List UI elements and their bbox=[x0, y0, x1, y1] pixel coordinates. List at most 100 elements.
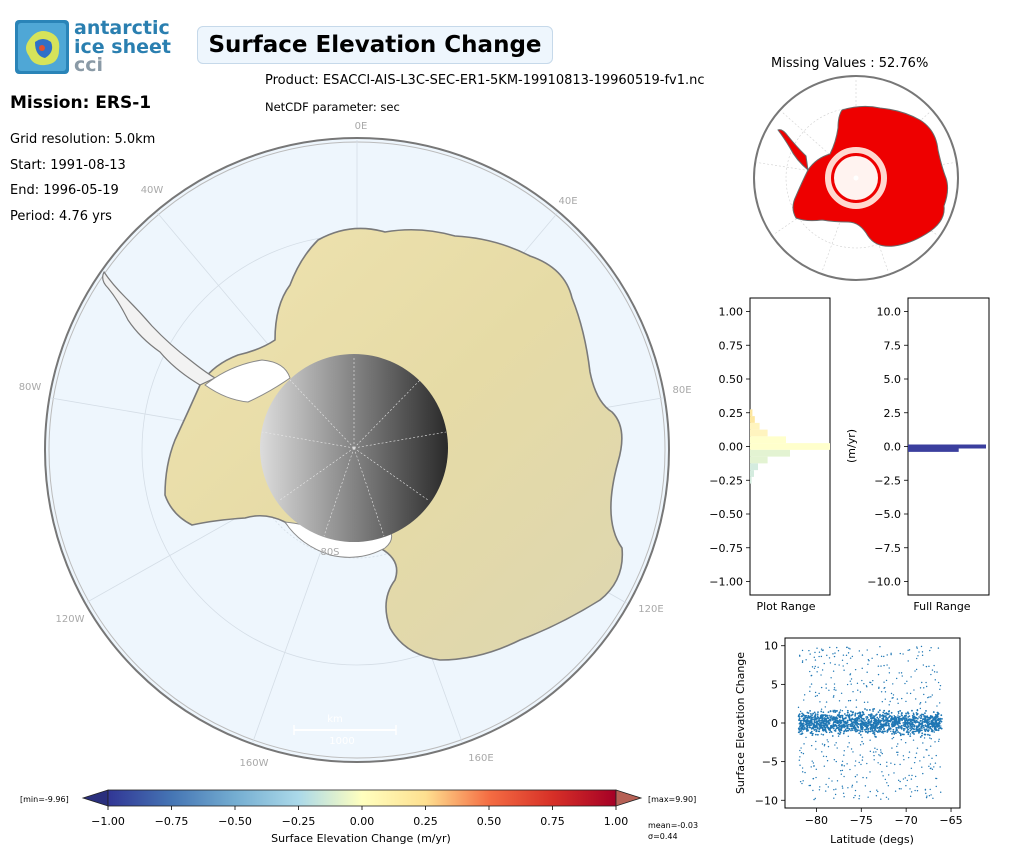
scatter-point bbox=[811, 722, 814, 725]
scatter-point bbox=[932, 717, 935, 720]
scatter-point bbox=[837, 721, 840, 724]
scatter-point bbox=[854, 720, 857, 723]
scatter-point bbox=[893, 772, 895, 774]
scatter-point bbox=[827, 745, 830, 748]
scatter-point bbox=[869, 715, 872, 718]
scatter-point bbox=[933, 731, 935, 733]
scatter-point bbox=[935, 754, 937, 757]
scatter-point bbox=[914, 725, 916, 727]
scatter-point bbox=[907, 725, 909, 727]
scatter-point bbox=[869, 717, 872, 720]
scatter-point bbox=[830, 717, 833, 719]
scatter-point bbox=[912, 739, 915, 741]
scatter-point bbox=[909, 729, 912, 732]
scatter-point bbox=[834, 730, 837, 732]
scatter-point bbox=[902, 778, 905, 780]
scatter-point bbox=[933, 671, 936, 673]
scatter-point bbox=[921, 720, 924, 722]
y-tick-label: 5.0 bbox=[884, 373, 902, 386]
scatter-point bbox=[914, 717, 916, 720]
scatter-point bbox=[887, 774, 890, 776]
scatter-point bbox=[843, 775, 845, 778]
scatter-point bbox=[846, 683, 849, 686]
scatter-point bbox=[856, 682, 859, 685]
scatter-point bbox=[842, 654, 845, 656]
logo-line-1: antarctic bbox=[74, 17, 170, 39]
scatter-point bbox=[835, 725, 838, 728]
scatter-point bbox=[808, 724, 811, 727]
page-title: Surface Elevation Change bbox=[197, 26, 553, 64]
colorbar-tick-label: −0.75 bbox=[155, 815, 189, 828]
scatter-point bbox=[898, 732, 901, 734]
scatter-point bbox=[814, 733, 817, 736]
scatter-point bbox=[906, 680, 908, 682]
scatter-point bbox=[856, 721, 859, 724]
scatter-point bbox=[812, 716, 814, 719]
scatter-point bbox=[909, 735, 912, 738]
scatter-point bbox=[918, 651, 920, 653]
scatter-point bbox=[902, 717, 904, 720]
scatter-point bbox=[884, 698, 886, 700]
scatter-point bbox=[902, 722, 905, 724]
scatter-point bbox=[928, 765, 930, 768]
scatter-point bbox=[900, 788, 902, 790]
scatter-point bbox=[831, 735, 834, 737]
scatter-point bbox=[818, 724, 821, 727]
scatter-point bbox=[919, 707, 922, 710]
scatter-point bbox=[813, 656, 815, 658]
scatter-point bbox=[934, 741, 936, 743]
scatter-point bbox=[881, 719, 883, 722]
scatter-point bbox=[919, 720, 922, 722]
scatter-point bbox=[933, 664, 935, 667]
scatter-point bbox=[872, 710, 874, 712]
scatter-point bbox=[821, 669, 824, 671]
scatter-point bbox=[824, 720, 826, 722]
histogram-bar bbox=[750, 449, 790, 457]
scale-bar: km 1000 bbox=[293, 714, 397, 747]
scatter-point bbox=[841, 659, 844, 661]
scatter-point bbox=[798, 719, 801, 722]
scatter-point bbox=[857, 689, 859, 691]
scatter-point bbox=[926, 724, 929, 727]
scatter-point bbox=[840, 773, 843, 775]
scatter-point bbox=[805, 724, 808, 726]
scatter-point bbox=[810, 716, 813, 719]
scatter-point bbox=[872, 679, 874, 682]
scatter-point bbox=[847, 746, 849, 748]
scatter-point bbox=[874, 726, 877, 729]
scatter-point bbox=[826, 760, 829, 762]
scatter-point bbox=[910, 725, 913, 728]
scatter-point bbox=[854, 775, 857, 778]
scatter-point bbox=[917, 721, 920, 724]
scatter-point bbox=[890, 711, 893, 714]
scatter-point bbox=[811, 760, 813, 762]
scatter-point bbox=[829, 710, 832, 713]
scatter-point bbox=[929, 767, 932, 770]
scatter-point bbox=[884, 691, 887, 693]
scatter-point bbox=[875, 713, 878, 716]
scatter-point bbox=[825, 783, 827, 786]
scatter-point bbox=[829, 714, 831, 717]
scatter-point bbox=[803, 699, 805, 701]
scatter-point bbox=[866, 727, 869, 729]
end-date: End: 1996-05-19 bbox=[10, 183, 119, 198]
colorbar-tick-label: 0.50 bbox=[477, 815, 502, 828]
scatter-point bbox=[910, 778, 913, 780]
scatter-point bbox=[907, 756, 910, 759]
scatter-point bbox=[899, 780, 901, 783]
scatter-point bbox=[870, 727, 873, 729]
scatter-point bbox=[877, 673, 880, 676]
scatter-point bbox=[840, 729, 843, 732]
scatter-point bbox=[898, 722, 900, 725]
histogram-bar bbox=[750, 422, 760, 430]
scatter-point bbox=[904, 715, 906, 718]
scatter-point bbox=[801, 660, 804, 662]
full-range-xlabel: Full Range bbox=[913, 600, 970, 613]
y-tick-label: −0.75 bbox=[709, 542, 743, 555]
scatter-point bbox=[843, 765, 845, 767]
scatter-point bbox=[892, 731, 895, 733]
scatter-point bbox=[836, 726, 839, 729]
scatter-point bbox=[924, 788, 927, 791]
scatter-point bbox=[875, 736, 877, 738]
scatter-point bbox=[886, 765, 888, 767]
